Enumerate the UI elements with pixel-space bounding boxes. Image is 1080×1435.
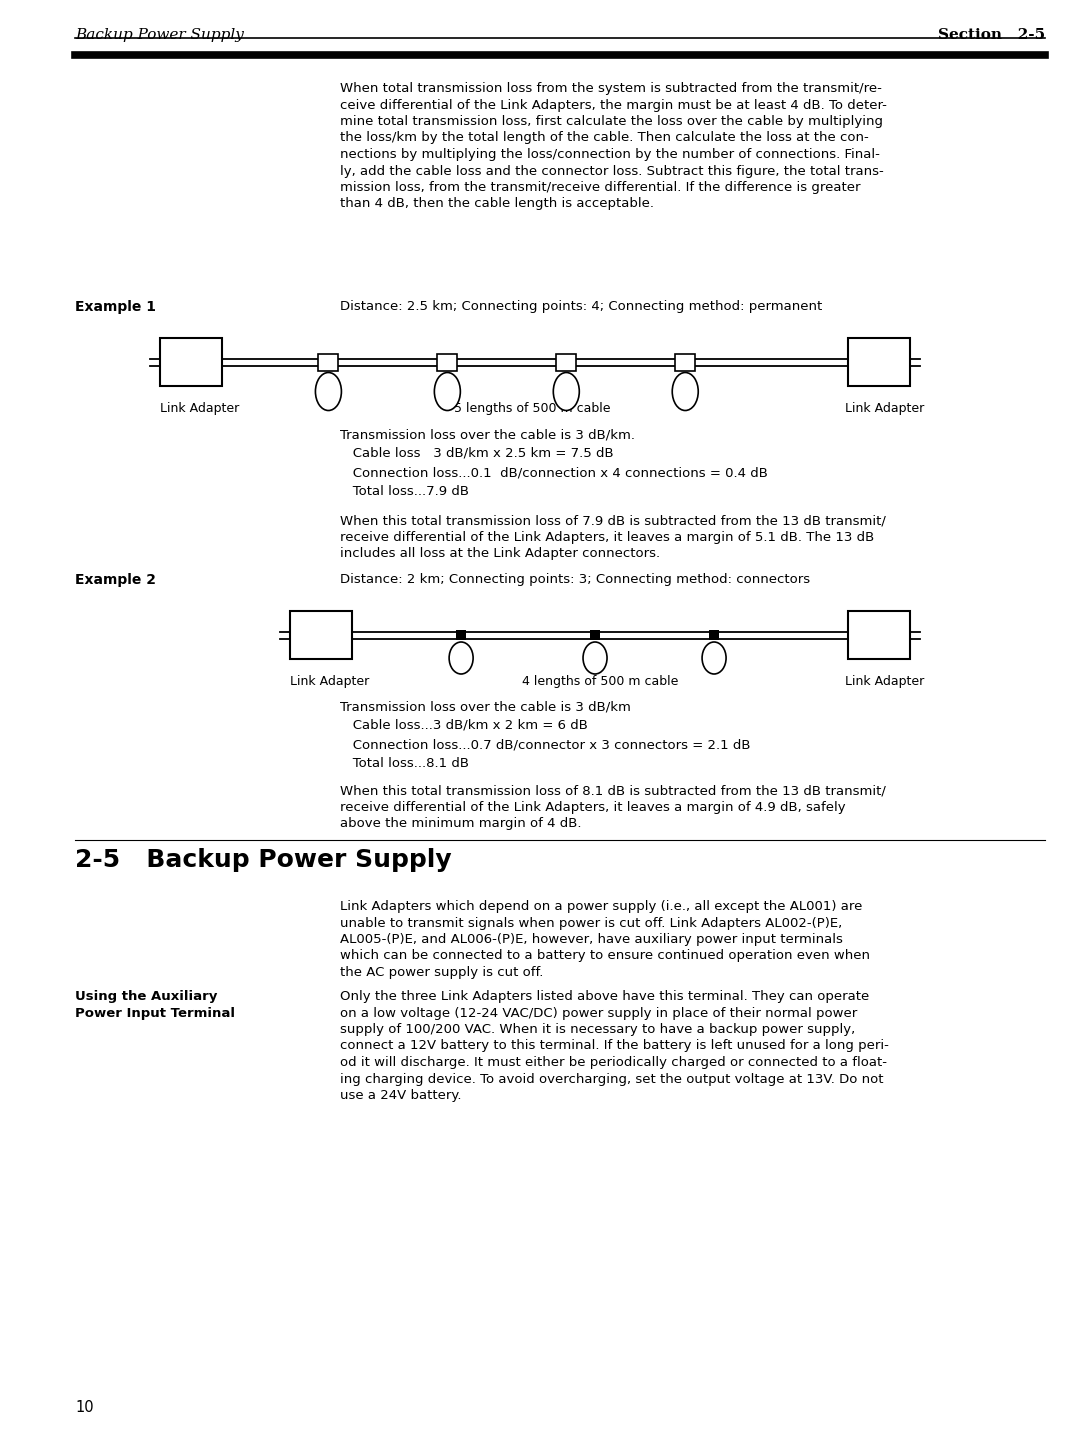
Ellipse shape xyxy=(315,373,341,410)
Text: Connection loss...0.1  dB/connection x 4 connections = 0.4 dB: Connection loss...0.1 dB/connection x 4 … xyxy=(340,466,768,479)
Ellipse shape xyxy=(583,641,607,674)
Ellipse shape xyxy=(553,373,579,410)
Text: than 4 dB, then the cable length is acceptable.: than 4 dB, then the cable length is acce… xyxy=(340,198,654,211)
Text: Section   2-5: Section 2-5 xyxy=(937,29,1045,42)
Text: Transmission loss over the cable is 3 dB/km: Transmission loss over the cable is 3 dB… xyxy=(340,700,631,713)
Text: 10: 10 xyxy=(75,1401,94,1415)
Text: Link Adapters which depend on a power supply (i.e., all except the AL001) are: Link Adapters which depend on a power su… xyxy=(340,900,862,913)
Text: which can be connected to a battery to ensure continued operation even when: which can be connected to a battery to e… xyxy=(340,950,870,963)
Text: Power Input Terminal: Power Input Terminal xyxy=(75,1007,235,1020)
Text: use a 24V battery.: use a 24V battery. xyxy=(340,1089,461,1102)
Text: supply of 100/200 VAC. When it is necessary to have a backup power supply,: supply of 100/200 VAC. When it is necess… xyxy=(340,1023,855,1036)
Text: connect a 12V battery to this terminal. If the battery is left unused for a long: connect a 12V battery to this terminal. … xyxy=(340,1039,889,1052)
Text: Link Adapter: Link Adapter xyxy=(291,674,369,687)
Bar xyxy=(319,353,338,370)
Bar xyxy=(437,353,457,370)
Text: 2-5   Backup Power Supply: 2-5 Backup Power Supply xyxy=(75,848,451,872)
Text: nections by multiplying the loss/connection by the number of connections. Final-: nections by multiplying the loss/connect… xyxy=(340,148,880,161)
Text: Using the Auxiliary: Using the Auxiliary xyxy=(75,990,217,1003)
Text: unable to transmit signals when power is cut off. Link Adapters AL002-(P)E,: unable to transmit signals when power is… xyxy=(340,917,842,930)
Text: Transmission loss over the cable is 3 dB/km.: Transmission loss over the cable is 3 dB… xyxy=(340,428,635,441)
Text: Link Adapter: Link Adapter xyxy=(845,402,924,415)
Bar xyxy=(675,353,696,370)
Text: above the minimum margin of 4 dB.: above the minimum margin of 4 dB. xyxy=(340,817,581,829)
Text: Total loss...7.9 dB: Total loss...7.9 dB xyxy=(340,485,469,498)
Text: Total loss...8.1 dB: Total loss...8.1 dB xyxy=(340,758,469,771)
Text: Connection loss...0.7 dB/connector x 3 connectors = 2.1 dB: Connection loss...0.7 dB/connector x 3 c… xyxy=(340,738,751,751)
Bar xyxy=(556,353,577,370)
Text: When total transmission loss from the system is subtracted from the transmit/re-: When total transmission loss from the sy… xyxy=(340,82,882,95)
Text: ing charging device. To avoid overcharging, set the output voltage at 13V. Do no: ing charging device. To avoid overchargi… xyxy=(340,1072,883,1085)
Bar xyxy=(590,630,600,640)
Text: When this total transmission loss of 8.1 dB is subtracted from the 13 dB transmi: When this total transmission loss of 8.1… xyxy=(340,784,886,796)
Text: Distance: 2 km; Connecting points: 3; Connecting method: connectors: Distance: 2 km; Connecting points: 3; Co… xyxy=(340,573,810,585)
Text: ly, add the cable loss and the connector loss. Subtract this figure, the total t: ly, add the cable loss and the connector… xyxy=(340,165,883,178)
Ellipse shape xyxy=(449,641,473,674)
Text: mission loss, from the transmit/receive differential. If the difference is great: mission loss, from the transmit/receive … xyxy=(340,181,861,194)
Text: the loss/km by the total length of the cable. Then calculate the loss at the con: the loss/km by the total length of the c… xyxy=(340,132,868,145)
Text: mine total transmission loss, first calculate the loss over the cable by multipl: mine total transmission loss, first calc… xyxy=(340,115,883,128)
Text: Cable loss...3 dB/km x 2 km = 6 dB: Cable loss...3 dB/km x 2 km = 6 dB xyxy=(340,719,588,732)
Text: receive differential of the Link Adapters, it leaves a margin of 5.1 dB. The 13 : receive differential of the Link Adapter… xyxy=(340,531,874,544)
Bar xyxy=(456,630,467,640)
Bar xyxy=(848,339,910,386)
Text: Example 1: Example 1 xyxy=(75,300,156,314)
Text: od it will discharge. It must either be periodically charged or connected to a f: od it will discharge. It must either be … xyxy=(340,1056,887,1069)
Text: 5 lengths of 500 m cable: 5 lengths of 500 m cable xyxy=(454,402,610,415)
Bar xyxy=(291,611,352,659)
Text: on a low voltage (12-24 VAC/DC) power supply in place of their normal power: on a low voltage (12-24 VAC/DC) power su… xyxy=(340,1006,858,1019)
Text: 4 lengths of 500 m cable: 4 lengths of 500 m cable xyxy=(522,674,678,687)
Text: the AC power supply is cut off.: the AC power supply is cut off. xyxy=(340,966,543,979)
Text: AL005-(P)E, and AL006-(P)E, however, have auxiliary power input terminals: AL005-(P)E, and AL006-(P)E, however, hav… xyxy=(340,933,842,946)
Ellipse shape xyxy=(434,373,460,410)
Text: Only the three Link Adapters listed above have this terminal. They can operate: Only the three Link Adapters listed abov… xyxy=(340,990,869,1003)
Text: Backup Power Supply: Backup Power Supply xyxy=(75,29,244,42)
Text: includes all loss at the Link Adapter connectors.: includes all loss at the Link Adapter co… xyxy=(340,547,660,560)
Ellipse shape xyxy=(672,373,699,410)
Text: Cable loss   3 dB/km x 2.5 km = 7.5 dB: Cable loss 3 dB/km x 2.5 km = 7.5 dB xyxy=(340,446,613,461)
Text: ceive differential of the Link Adapters, the margin must be at least 4 dB. To de: ceive differential of the Link Adapters,… xyxy=(340,99,887,112)
Text: Link Adapter: Link Adapter xyxy=(160,402,240,415)
Bar xyxy=(710,630,719,640)
Text: Example 2: Example 2 xyxy=(75,573,156,587)
Text: When this total transmission loss of 7.9 dB is subtracted from the 13 dB transmi: When this total transmission loss of 7.9… xyxy=(340,514,886,527)
Text: Distance: 2.5 km; Connecting points: 4; Connecting method: permanent: Distance: 2.5 km; Connecting points: 4; … xyxy=(340,300,822,313)
Ellipse shape xyxy=(702,641,726,674)
Bar xyxy=(160,339,222,386)
Text: receive differential of the Link Adapters, it leaves a margin of 4.9 dB, safely: receive differential of the Link Adapter… xyxy=(340,801,846,814)
Bar xyxy=(848,611,910,659)
Text: Link Adapter: Link Adapter xyxy=(845,674,924,687)
